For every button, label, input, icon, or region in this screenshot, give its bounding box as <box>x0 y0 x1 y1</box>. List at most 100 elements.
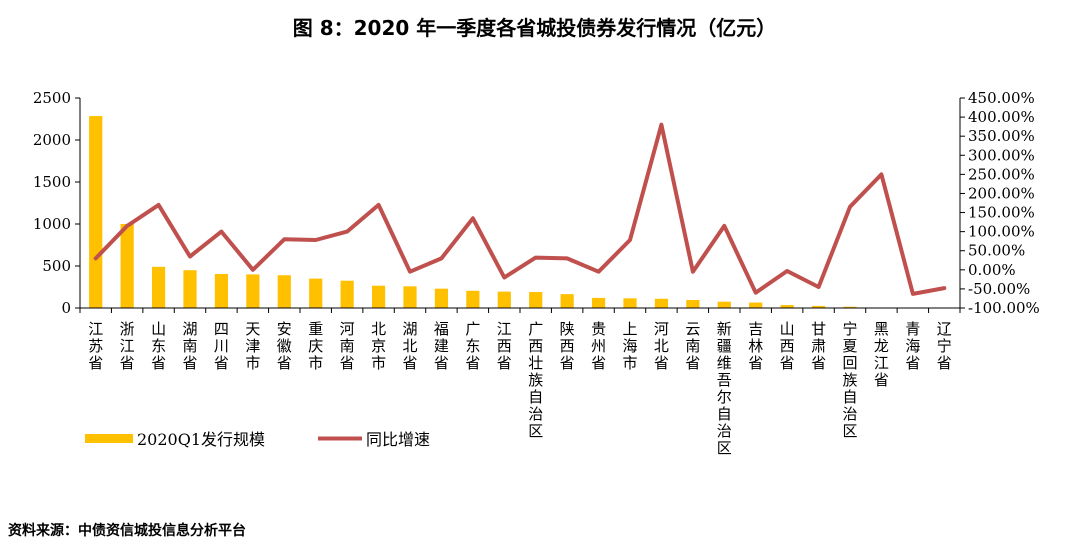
growth-point <box>942 286 946 290</box>
right-tick-label: -50.00% <box>968 280 1030 298</box>
growth-point <box>817 285 821 289</box>
growth-line <box>93 122 947 296</box>
category-label: 云南省 <box>685 320 700 372</box>
legend-label-line: 同比增速 <box>366 430 430 449</box>
right-tick-label: 100.00% <box>968 223 1035 241</box>
right-tick-label: 350.00% <box>968 127 1035 145</box>
left-tick-label: 1000 <box>33 215 71 233</box>
legend-swatch-bar <box>85 434 133 443</box>
category-label: 江苏省 <box>88 320 103 372</box>
legend: 2020Q1发行规模 同比增速 <box>85 430 430 449</box>
bar <box>151 266 166 308</box>
axes-layer: 0 500 1000 1500 2000 2500 -100.00%-50.00%0.00%… <box>33 89 1040 317</box>
growth-point <box>565 256 569 260</box>
category-label: 浙江省 <box>120 320 135 372</box>
right-tick-label: -100.00% <box>968 299 1040 317</box>
growth-point <box>785 269 789 273</box>
category-label: 宁夏回族自治区 <box>842 320 857 440</box>
growth-point <box>377 203 381 207</box>
category-label: 北京市 <box>371 320 386 372</box>
bar <box>371 285 386 308</box>
left-tick-label: 2500 <box>33 89 71 107</box>
growth-point <box>628 238 632 242</box>
bar <box>843 306 857 308</box>
growth-point <box>282 237 286 241</box>
bar <box>120 224 134 308</box>
category-label: 上海市 <box>622 320 637 372</box>
left-tick-label: 500 <box>42 257 71 275</box>
left-tick-label: 1500 <box>33 173 71 191</box>
right-tick-label: 150.00% <box>968 204 1035 222</box>
category-label: 青海省 <box>905 320 920 372</box>
category-label: 河北省 <box>654 320 669 372</box>
growth-point <box>722 224 726 228</box>
bar <box>309 278 323 308</box>
bar <box>529 292 543 308</box>
growth-point <box>408 270 412 274</box>
bar <box>340 280 354 308</box>
right-tick-label: 50.00% <box>968 242 1025 260</box>
category-label: 黑龙江省 <box>874 320 889 389</box>
growth-point <box>188 254 192 258</box>
growth-point <box>597 270 601 274</box>
growth-point <box>125 224 129 228</box>
bar <box>214 273 229 308</box>
growth-point <box>439 256 443 260</box>
right-tick-label: 450.00% <box>968 89 1035 107</box>
growth-point <box>157 203 161 207</box>
growth-point <box>879 172 883 176</box>
category-label: 重庆市 <box>308 320 323 372</box>
bar <box>811 305 826 308</box>
category-label: 甘肃省 <box>811 320 826 372</box>
line-layer <box>93 122 947 296</box>
category-label: 广东省 <box>465 320 480 372</box>
category-labels: 江苏省 浙江省 山东省 湖南省 四川省 天津市 安徽省 重庆市 河南省 北京市 湖北省 福建省 广东省 江… <box>88 320 952 457</box>
right-tick-label: 300.00% <box>968 146 1035 164</box>
bar <box>686 300 700 308</box>
bar <box>246 274 260 308</box>
category-label: 江西省 <box>497 320 512 372</box>
growth-point <box>659 123 663 127</box>
bar <box>277 275 291 308</box>
category-label: 吉林省 <box>748 320 763 372</box>
category-label: 湖北省 <box>402 320 417 372</box>
category-label: 辽宁省 <box>937 320 952 372</box>
bar <box>749 302 763 308</box>
growth-point <box>848 205 852 209</box>
growth-point <box>691 270 695 274</box>
bar <box>780 305 794 308</box>
category-label: 湖南省 <box>182 320 197 372</box>
bar <box>560 294 574 308</box>
category-label: 天津市 <box>245 320 260 372</box>
bar <box>654 298 669 308</box>
growth-point <box>314 238 318 242</box>
right-tick-label: 400.00% <box>968 108 1035 126</box>
category-label: 山东省 <box>151 320 166 372</box>
category-label: 河南省 <box>340 320 355 372</box>
chart-title: 图 8：2020 年一季度各省城投债券发行情况（亿元） <box>292 16 777 40</box>
category-label: 广西壮族自治区 <box>528 320 543 440</box>
category-label: 山西省 <box>780 320 795 372</box>
bar <box>591 297 606 308</box>
bar <box>89 116 103 308</box>
growth-point <box>251 268 255 272</box>
growth-point <box>754 291 758 295</box>
category-label: 安徽省 <box>277 320 292 372</box>
category-label: 新疆维吾尔自治区 <box>717 320 732 457</box>
growth-point <box>94 256 98 260</box>
left-tick-label: 0 <box>61 299 71 317</box>
right-tick-label: 250.00% <box>968 165 1035 183</box>
growth-point <box>911 292 915 296</box>
growth-point <box>345 230 349 234</box>
left-tick-label: 2000 <box>33 131 71 149</box>
bar <box>403 286 417 308</box>
bars-layer <box>89 116 889 308</box>
bar <box>717 301 731 308</box>
legend-label-bar: 2020Q1发行规模 <box>137 430 265 449</box>
bar <box>497 291 511 308</box>
right-tick-label: 0.00% <box>968 261 1016 279</box>
bar <box>623 298 637 308</box>
growth-point <box>471 216 475 220</box>
category-label: 福建省 <box>434 320 449 372</box>
